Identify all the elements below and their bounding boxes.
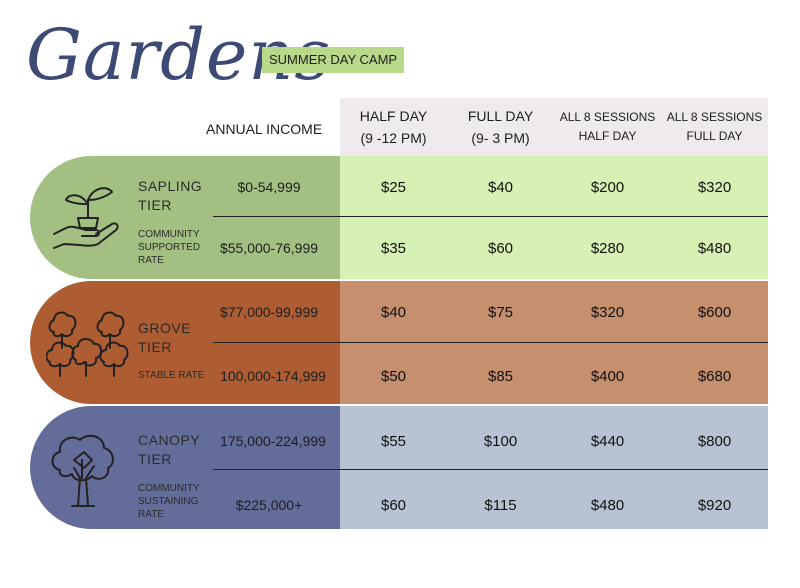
- sub-label-line: RATE: [138, 509, 164, 520]
- income-range: $0-54,999: [237, 179, 301, 195]
- price-cell: $50: [380, 368, 407, 385]
- grove-sub-label: STABLE RATE: [138, 369, 218, 382]
- column-header-line1: FULL DAY: [467, 108, 534, 124]
- sub-label-line: STABLE RATE: [138, 370, 205, 381]
- tier-name-line1: SAPLING: [138, 178, 203, 194]
- price-cell: $680: [697, 368, 732, 385]
- income-range: $77,000-99,999: [219, 304, 319, 320]
- price-cell: $600: [697, 304, 732, 321]
- price-cell: $35: [380, 240, 407, 257]
- income-range: 175,000-224,999: [220, 433, 326, 449]
- price-cell: $40: [487, 179, 514, 196]
- sub-label-line: SUSTAINING: [138, 496, 199, 507]
- sub-label-line: RATE: [138, 255, 164, 266]
- price-cell: $115: [484, 497, 517, 514]
- sub-label-line: COMMUNITY: [138, 229, 200, 240]
- tier-name-line1: GROVE: [138, 320, 192, 336]
- column-header-full-day: FULL DAY (9- 3 PM): [447, 98, 554, 156]
- tier-name-line2: TIER: [138, 339, 172, 355]
- price-cell: $60: [380, 497, 407, 514]
- sapling-tier-price-band: [340, 156, 768, 279]
- column-header-all-sessions-full: ALL 8 SESSIONS FULL DAY: [661, 98, 768, 156]
- column-header-line2: HALF DAY: [578, 129, 637, 143]
- canopy-tier-price-band: [340, 406, 768, 529]
- price-cell: $480: [590, 497, 625, 514]
- column-header-line2: (9 -12 PM): [360, 130, 427, 146]
- tier-name-line2: TIER: [138, 451, 172, 467]
- canopy-tier-name: CANOPY TIER: [138, 431, 200, 469]
- column-header-line2: (9- 3 PM): [471, 130, 530, 146]
- price-cell: $440: [590, 433, 625, 450]
- price-cell: $800: [697, 433, 732, 450]
- camp-badge: SUMMER DAY CAMP: [262, 47, 405, 73]
- hand-with-sprout-icon: [53, 187, 119, 249]
- price-cell: $75: [487, 304, 514, 321]
- column-header-line1: ALL 8 SESSIONS: [559, 110, 656, 124]
- income-range: $55,000-76,999: [219, 240, 319, 256]
- column-header-line2: FULL DAY: [686, 129, 743, 143]
- sapling-sub-label: COMMUNITY SUPPORTED RATE: [138, 228, 210, 267]
- price-cell: $400: [590, 368, 625, 385]
- column-header-all-sessions-half: ALL 8 SESSIONS HALF DAY: [554, 98, 661, 156]
- canopy-sub-label: COMMUNITY SUSTAINING RATE: [138, 482, 210, 521]
- price-cell: $320: [590, 304, 625, 321]
- income-range: $225,000+: [235, 497, 303, 513]
- price-cell: $40: [380, 304, 407, 321]
- price-cell: $60: [487, 240, 514, 257]
- row-divider: [213, 469, 768, 470]
- tier-name-line1: CANOPY: [138, 432, 201, 448]
- price-cell: $280: [590, 240, 625, 257]
- price-cell: $480: [697, 240, 732, 257]
- price-cell: $85: [487, 368, 514, 385]
- tier-name-line2: TIER: [138, 197, 172, 213]
- price-cell: $25: [380, 179, 407, 196]
- price-cell: $920: [697, 497, 732, 514]
- price-cell: $55: [380, 433, 407, 450]
- annual-income-header: ANNUAL INCOME: [206, 121, 323, 137]
- sapling-tier-name: SAPLING TIER: [138, 177, 202, 215]
- price-cell: $100: [483, 433, 518, 450]
- column-header-half-day: HALF DAY (9 -12 PM): [340, 98, 447, 156]
- row-divider: [213, 216, 768, 217]
- sub-label-line: SUPPORTED: [138, 242, 201, 253]
- grove-tier-name: GROVE TIER: [138, 319, 191, 357]
- grove-of-trees-icon: [46, 311, 129, 377]
- price-cell: $200: [590, 179, 625, 196]
- canopy-tree-icon: [51, 434, 114, 507]
- price-cell: $320: [697, 179, 732, 196]
- column-header-band: [340, 98, 768, 156]
- income-range: 100,000-174,999: [220, 368, 326, 384]
- column-header-line1: ALL 8 SESSIONS: [666, 110, 763, 124]
- column-header-line1: HALF DAY: [359, 108, 428, 124]
- row-divider: [213, 342, 768, 343]
- sub-label-line: COMMUNITY: [138, 483, 200, 494]
